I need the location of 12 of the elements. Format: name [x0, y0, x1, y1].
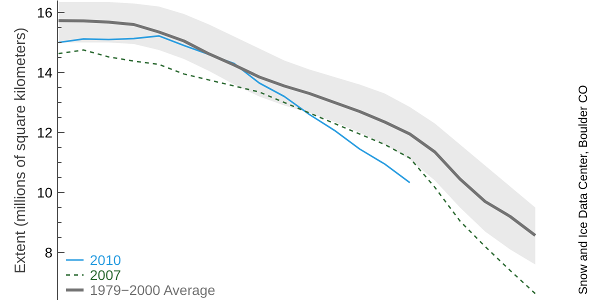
- y-tick-label: 8: [44, 244, 53, 260]
- line-series: [58, 35, 411, 184]
- y-tick-label: 14: [36, 64, 53, 80]
- y-tick-label: 12: [36, 124, 53, 140]
- y-axis-title: Extent (millions of square kilometers): [12, 28, 29, 274]
- text: Snow and Ice Data Center, Boulder CO: [576, 85, 590, 294]
- legend-label: 2010: [90, 252, 122, 268]
- y-tick-label: 10: [36, 184, 53, 200]
- legend-label: 2007: [90, 267, 122, 283]
- y-tick-label: 16: [36, 4, 53, 20]
- line-series: [58, 19, 537, 237]
- legend-label: 1979−2000 Average: [90, 282, 216, 298]
